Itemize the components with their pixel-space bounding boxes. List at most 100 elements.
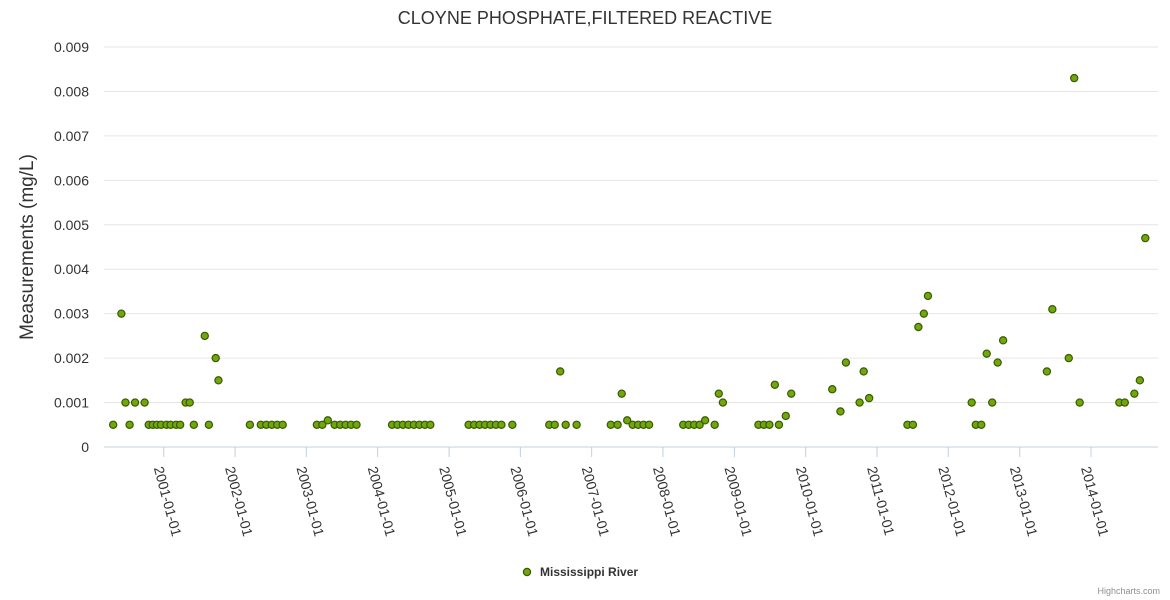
data-point[interactable] (508, 420, 517, 429)
y-tick-label: 0.001 (54, 395, 89, 411)
data-point[interactable] (977, 420, 986, 429)
y-tick-label: 0.009 (54, 39, 89, 55)
data-point[interactable] (352, 420, 361, 429)
x-tick-label: 2002-01-01 (222, 465, 256, 539)
data-point[interactable] (765, 420, 774, 429)
data-point[interactable] (622, 416, 632, 425)
data-point[interactable] (278, 420, 287, 429)
data-point[interactable] (606, 420, 615, 429)
grid-lines (104, 46, 1158, 404)
data-point[interactable] (204, 420, 214, 429)
data-point[interactable] (1141, 233, 1150, 243)
data-point[interactable] (982, 349, 991, 358)
data-point[interactable] (185, 398, 194, 407)
y-tick-label: 0.007 (54, 128, 89, 144)
data-point[interactable] (130, 398, 140, 407)
x-tick-label: 2013-01-01 (1007, 465, 1041, 539)
x-tick-label: 2006-01-01 (507, 465, 541, 539)
y-tick-label: 0.005 (54, 217, 89, 233)
data-point[interactable] (855, 398, 864, 407)
data-point[interactable] (245, 420, 255, 429)
y-axis-label: Measurements (mg/L) (17, 154, 38, 340)
data-point[interactable] (175, 420, 185, 429)
x-axis-ticks: 2001-01-01 2002-01-01 2003-01-01 2004-01-01… (151, 447, 1112, 538)
y-tick-label: 0 (81, 439, 89, 455)
x-tick-label: 2012-01-01 (935, 465, 969, 539)
data-point[interactable] (117, 309, 126, 318)
data-point[interactable] (714, 389, 723, 398)
legend-label[interactable]: Mississippi River (540, 565, 638, 579)
data-point[interactable] (1120, 398, 1130, 407)
chart-title: CLOYNE PHOSPHATE,FILTERED REACTIVE (398, 8, 772, 28)
data-point[interactable] (774, 420, 784, 429)
data-point[interactable] (211, 353, 220, 363)
data-point[interactable] (189, 420, 199, 429)
credits-link[interactable]: Highcharts.com (1097, 586, 1160, 596)
data-point[interactable] (1064, 353, 1073, 363)
x-tick-label: 2010-01-01 (793, 465, 827, 539)
data-point[interactable] (1070, 73, 1079, 83)
y-axis-ticks: 0 0.001 0.002 0.003 0.004 0.005 0.006 0.007 0.00… (54, 39, 89, 455)
data-point[interactable] (770, 380, 780, 389)
data-point[interactable] (1042, 367, 1052, 376)
x-tick-label: 2001-01-01 (151, 465, 185, 539)
series-mississippi-river (108, 73, 1150, 429)
data-point[interactable] (550, 420, 559, 429)
data-point[interactable] (967, 398, 976, 407)
x-tick-label: 2004-01-01 (365, 465, 399, 539)
data-point[interactable] (919, 309, 929, 318)
y-tick-label: 0.003 (54, 306, 89, 322)
data-point[interactable] (781, 411, 790, 421)
x-tick-label: 2009-01-01 (722, 465, 756, 539)
data-point[interactable] (987, 398, 997, 407)
data-point[interactable] (323, 416, 333, 425)
data-point[interactable] (617, 389, 626, 398)
data-point[interactable] (828, 385, 837, 394)
x-tick-label: 2011-01-01 (864, 465, 898, 538)
y-tick-label: 0.004 (54, 261, 89, 277)
data-point[interactable] (121, 398, 130, 407)
legend-marker (522, 567, 532, 577)
data-point[interactable] (613, 420, 622, 429)
data-point[interactable] (200, 331, 209, 341)
data-point[interactable] (108, 420, 118, 429)
data-point[interactable] (836, 407, 845, 416)
data-point[interactable] (841, 358, 851, 367)
data-point[interactable] (700, 416, 710, 425)
data-point[interactable] (1135, 376, 1145, 385)
y-tick-label: 0.006 (54, 172, 89, 188)
data-point[interactable] (908, 420, 918, 429)
legend[interactable]: Mississippi River (522, 565, 638, 579)
data-point[interactable] (710, 420, 719, 429)
y-tick-label: 0.002 (54, 350, 89, 366)
data-point[interactable] (998, 336, 1008, 345)
data-point[interactable] (695, 420, 704, 429)
data-point[interactable] (125, 420, 134, 429)
data-point[interactable] (572, 420, 581, 429)
data-point[interactable] (718, 398, 728, 407)
data-point[interactable] (644, 420, 654, 429)
data-point[interactable] (318, 420, 327, 429)
x-tick-label: 2007-01-01 (579, 465, 613, 539)
x-tick-label: 2005-01-01 (436, 465, 470, 539)
data-point[interactable] (859, 367, 868, 376)
x-tick-label: 2014-01-01 (1078, 465, 1112, 539)
data-point[interactable] (787, 389, 796, 398)
data-point[interactable] (1130, 389, 1139, 398)
x-tick-label: 2008-01-01 (650, 465, 684, 539)
data-point[interactable] (140, 398, 149, 407)
data-point[interactable] (864, 393, 874, 403)
data-point[interactable] (993, 358, 1002, 367)
data-point[interactable] (914, 322, 923, 332)
data-point[interactable] (1048, 305, 1057, 314)
data-point[interactable] (426, 420, 435, 429)
y-tick-label: 0.008 (54, 83, 89, 99)
data-point[interactable] (561, 420, 570, 429)
data-point[interactable] (923, 291, 933, 301)
x-tick-label: 2003-01-01 (293, 465, 327, 539)
data-point[interactable] (214, 376, 223, 385)
data-point[interactable] (497, 420, 506, 429)
data-point[interactable] (1075, 398, 1084, 407)
data-point[interactable] (556, 367, 565, 376)
